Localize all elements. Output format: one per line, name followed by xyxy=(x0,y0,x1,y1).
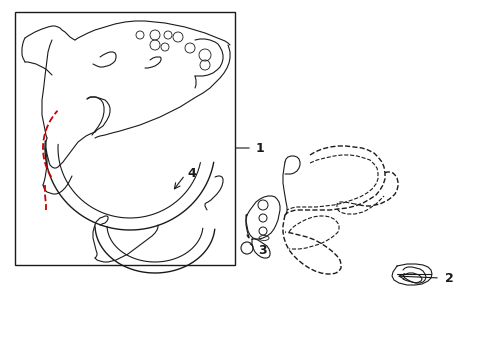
Text: 3: 3 xyxy=(258,243,266,257)
Text: 2: 2 xyxy=(444,271,453,284)
Text: 4: 4 xyxy=(187,166,196,180)
Bar xyxy=(15,12,235,265)
Text: 1: 1 xyxy=(256,141,264,154)
